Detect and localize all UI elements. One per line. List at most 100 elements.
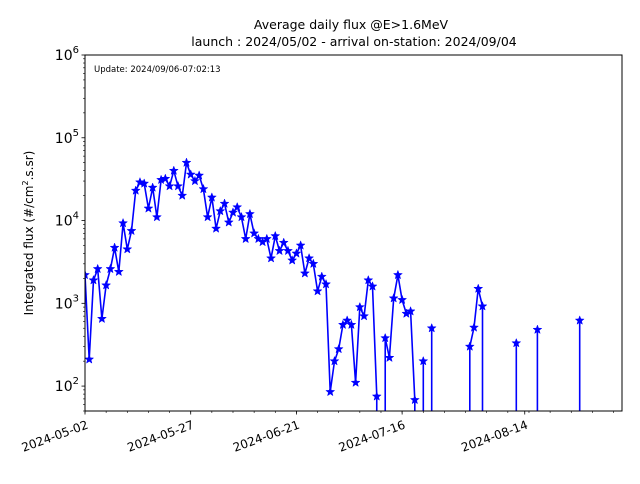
y-axis-label-suffix: .s.sr) bbox=[22, 151, 36, 181]
data-point bbox=[363, 274, 374, 285]
data-point bbox=[532, 324, 543, 334]
data-point bbox=[367, 281, 378, 291]
data-point bbox=[185, 169, 196, 179]
y-tick-label: 105 bbox=[55, 128, 79, 147]
data-point bbox=[511, 337, 522, 348]
data-point bbox=[151, 211, 162, 222]
x-tick-label: 2024-05-27 bbox=[125, 418, 195, 455]
data-point bbox=[418, 355, 429, 366]
data-point bbox=[160, 173, 171, 184]
y-tick-label: 102 bbox=[55, 376, 79, 395]
data-point bbox=[249, 228, 260, 238]
data-point bbox=[359, 310, 370, 321]
data-point bbox=[215, 205, 226, 216]
plot-area-frame bbox=[84, 54, 623, 412]
x-tick-label: 2024-07-16 bbox=[337, 418, 407, 455]
data-point bbox=[101, 279, 112, 290]
data-point bbox=[168, 165, 179, 176]
data-point bbox=[118, 217, 129, 228]
data-point bbox=[172, 180, 184, 191]
data-point bbox=[189, 175, 200, 186]
data-point bbox=[342, 315, 353, 325]
data-point bbox=[223, 217, 234, 227]
data-point bbox=[122, 243, 133, 254]
data-point bbox=[304, 252, 315, 263]
y-tick-label: 104 bbox=[55, 211, 79, 230]
data-point bbox=[177, 190, 188, 200]
data-point bbox=[409, 394, 420, 405]
y-tick-label: 106 bbox=[55, 45, 79, 64]
y-tick-base: 10 bbox=[55, 379, 73, 395]
data-point bbox=[211, 223, 222, 233]
data-point bbox=[295, 240, 306, 250]
data-point bbox=[477, 300, 488, 311]
y-axis-label-sup: 2 bbox=[21, 180, 30, 185]
data-point bbox=[278, 237, 289, 247]
data-point bbox=[384, 352, 395, 363]
data-point bbox=[139, 178, 150, 188]
data-point bbox=[325, 386, 336, 397]
y-axis-label: Integrated flux (#/cm2.s.sr) bbox=[21, 151, 36, 316]
data-point bbox=[85, 354, 95, 364]
data-point bbox=[198, 183, 209, 194]
data-point bbox=[287, 255, 298, 265]
data-point bbox=[320, 278, 332, 289]
data-point bbox=[312, 285, 323, 296]
data-point bbox=[270, 230, 281, 241]
data-point bbox=[202, 211, 213, 222]
series-line bbox=[85, 161, 378, 397]
data-point bbox=[143, 203, 154, 213]
y-tick-label: 103 bbox=[55, 293, 79, 312]
data-point bbox=[96, 313, 107, 324]
x-tick-label: 2024-06-21 bbox=[231, 418, 301, 455]
data-point bbox=[147, 182, 158, 192]
data-point bbox=[232, 201, 243, 212]
data-point bbox=[274, 245, 285, 256]
data-point bbox=[92, 263, 103, 274]
data-point bbox=[316, 271, 327, 281]
data-point bbox=[85, 269, 91, 280]
data-point bbox=[464, 341, 475, 351]
data-point bbox=[346, 319, 357, 330]
y-tick-exponent: 2 bbox=[73, 376, 79, 387]
data-point bbox=[333, 343, 344, 354]
y-tick-base: 10 bbox=[55, 131, 73, 147]
update-annotation: Update: 2024/09/06-07:02:13 bbox=[94, 65, 221, 75]
y-tick-base: 10 bbox=[55, 48, 73, 64]
data-point bbox=[380, 332, 391, 343]
data-point bbox=[164, 180, 175, 191]
data-point bbox=[88, 274, 99, 285]
data-point bbox=[240, 233, 251, 244]
x-tick-label: 2024-08-14 bbox=[459, 418, 529, 455]
data-point bbox=[291, 248, 302, 258]
data-point bbox=[371, 391, 382, 401]
y-tick-exponent: 4 bbox=[73, 211, 79, 222]
data-point bbox=[219, 198, 230, 208]
data-point bbox=[130, 185, 141, 195]
data-point bbox=[397, 294, 408, 305]
y-tick-exponent: 5 bbox=[73, 128, 79, 139]
data-point bbox=[206, 192, 217, 202]
data-point bbox=[329, 355, 340, 366]
y-axis-label-prefix: Integrated flux (#/cm bbox=[22, 186, 36, 316]
data-point bbox=[113, 266, 124, 277]
data-point bbox=[194, 170, 205, 180]
data-point bbox=[388, 292, 399, 303]
chart-title: Average daily flux @E>1.6MeV bbox=[254, 17, 449, 32]
data-point bbox=[227, 207, 239, 217]
data-point bbox=[574, 315, 585, 325]
data-point bbox=[468, 322, 480, 332]
series-line bbox=[468, 287, 484, 411]
data-point bbox=[426, 322, 437, 333]
data-point bbox=[105, 263, 116, 274]
data-point bbox=[126, 225, 137, 236]
data-point bbox=[236, 211, 247, 222]
x-axis: 2024-05-02 2024-05-27 2024-06-21 2024-07-16… bbox=[20, 411, 614, 455]
data-point bbox=[261, 233, 272, 244]
chart-subtitle: launch : 2024/05/02 - arrival on-station… bbox=[191, 34, 517, 49]
y-tick-exponent: 6 bbox=[73, 45, 79, 56]
data-layer bbox=[85, 157, 585, 411]
